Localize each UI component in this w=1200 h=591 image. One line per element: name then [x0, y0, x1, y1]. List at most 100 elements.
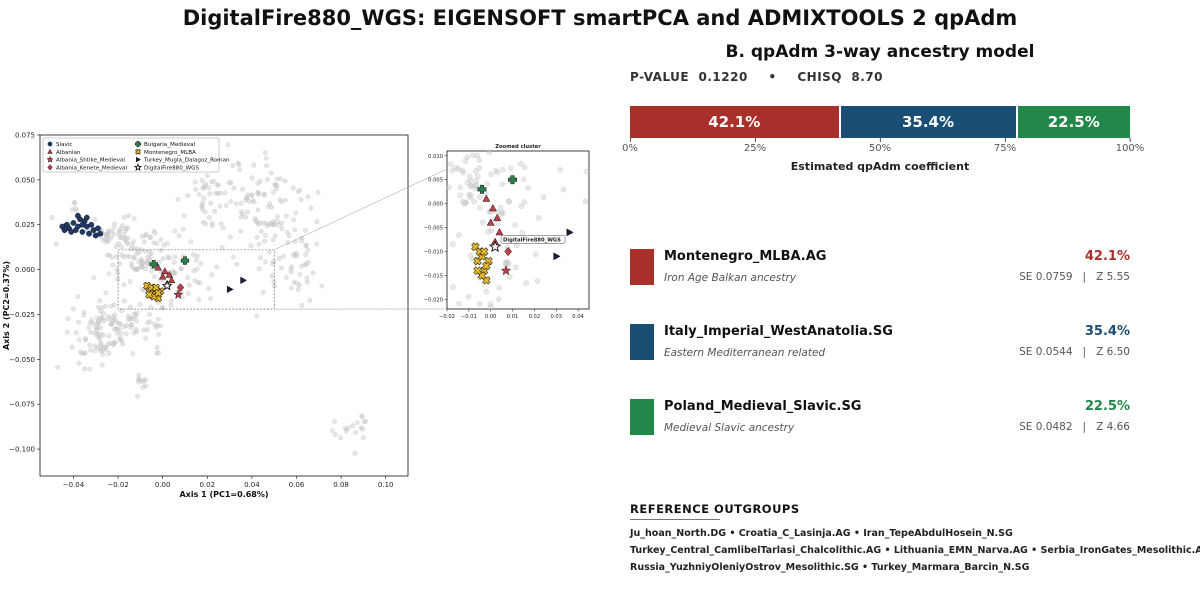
background-point [123, 226, 129, 231]
background-point [227, 234, 233, 240]
background-point [139, 286, 145, 292]
background-point [131, 311, 137, 317]
zoom-background-point [475, 173, 481, 180]
chisq-label: CHISQ [797, 70, 843, 84]
background-point [271, 279, 277, 285]
zoom-background-point [448, 161, 454, 167]
background-point [294, 280, 300, 286]
background-point [282, 197, 288, 203]
background-point [228, 180, 234, 186]
zoom-point-montenegro-mlba [473, 266, 482, 275]
background-point [216, 182, 221, 188]
background-point [290, 185, 296, 191]
pvalue-label: P-VALUE [630, 70, 690, 84]
background-point [245, 209, 250, 215]
pca-point-montenegro-mlba-shape [154, 288, 163, 297]
component-se: SE 0.0544 [1019, 346, 1073, 358]
background-point [233, 201, 239, 207]
background-point [274, 176, 280, 182]
background-point [257, 220, 263, 226]
zoom-background-point [505, 198, 512, 204]
background-point [129, 322, 134, 327]
background-point [119, 252, 125, 258]
zoom-background-point [446, 184, 452, 191]
background-point [82, 366, 88, 372]
se-separator: | [1082, 421, 1087, 433]
background-point [136, 372, 142, 378]
pca-point-albanian [167, 276, 176, 284]
background-point [131, 216, 137, 222]
background-point [110, 342, 116, 348]
outgroups-divider [630, 519, 720, 520]
zoom-background-point [462, 158, 469, 164]
pca-point-albania-kenete-medieval [176, 283, 185, 292]
zoom-y-tick-label: 0.005 [428, 178, 443, 184]
zoom-x-tick-label: 0.04 [572, 314, 584, 320]
zoom-background-point [456, 232, 462, 238]
zoom-background-point [450, 241, 456, 248]
background-point [255, 180, 261, 186]
page-title: DigitalFire880_WGS: EIGENSOFT smartPCA a… [182, 6, 1018, 30]
background-point [128, 325, 134, 330]
background-point [284, 274, 289, 280]
background-point [288, 266, 294, 272]
background-point [359, 414, 365, 420]
background-point [134, 251, 140, 256]
background-point [303, 243, 309, 249]
zoom-background-point [459, 167, 466, 174]
background-point [270, 222, 276, 227]
background-point [69, 344, 75, 350]
pca-point-turkey-mugla-dalagoz-roman [240, 276, 248, 285]
zoom-x-tick-label: 0.01 [507, 314, 519, 320]
background-point [225, 142, 231, 148]
background-point [130, 351, 136, 356]
background-point [103, 290, 109, 296]
background-point [203, 181, 209, 187]
background-point [360, 435, 366, 440]
background-point [199, 204, 205, 209]
background-point [124, 253, 130, 259]
background-point [76, 360, 82, 366]
background-point [305, 247, 311, 253]
zoom-point-turkey-mugla-dalagoz-roman [553, 252, 561, 261]
background-point [305, 194, 311, 200]
zoom-background-point [472, 182, 479, 188]
background-point [134, 329, 140, 335]
pca-point-digitalfire880-wgs [161, 280, 173, 291]
zoom-background-point [479, 219, 486, 226]
background-point [93, 325, 99, 330]
background-point [292, 227, 298, 233]
zoom-background-point [492, 167, 499, 174]
zoom-background-point [457, 184, 464, 191]
background-point [214, 264, 220, 270]
background-point [234, 261, 240, 267]
background-point [98, 316, 104, 322]
background-point [238, 201, 244, 206]
legend-label: Albanian [56, 150, 81, 156]
background-point [207, 191, 213, 197]
background-point [156, 350, 161, 356]
background-point [332, 418, 338, 424]
zoom-background-point [557, 167, 563, 173]
background-point [128, 246, 134, 252]
y-tick-label: −0.100 [9, 446, 35, 454]
y-tick-label: 0.025 [15, 221, 35, 229]
zoom-background-point [450, 284, 456, 290]
background-point [286, 233, 292, 239]
background-point [295, 286, 301, 292]
zoom-y-tick-label: −0.005 [424, 226, 443, 232]
background-point [106, 271, 112, 277]
zoom-point-montenegro-mlba-shape [479, 247, 489, 256]
background-point [220, 225, 226, 231]
background-point [76, 319, 81, 325]
background-point [101, 345, 107, 350]
background-point [192, 179, 198, 185]
background-point [143, 336, 148, 341]
zoom-background-point [471, 198, 477, 205]
background-point [117, 337, 123, 342]
zoom-background-point [497, 204, 504, 211]
background-point [252, 216, 258, 222]
background-point [97, 336, 103, 342]
zoom-connectors [274, 168, 448, 310]
legend-label: Albania_Shtike_Medieval [56, 158, 125, 164]
